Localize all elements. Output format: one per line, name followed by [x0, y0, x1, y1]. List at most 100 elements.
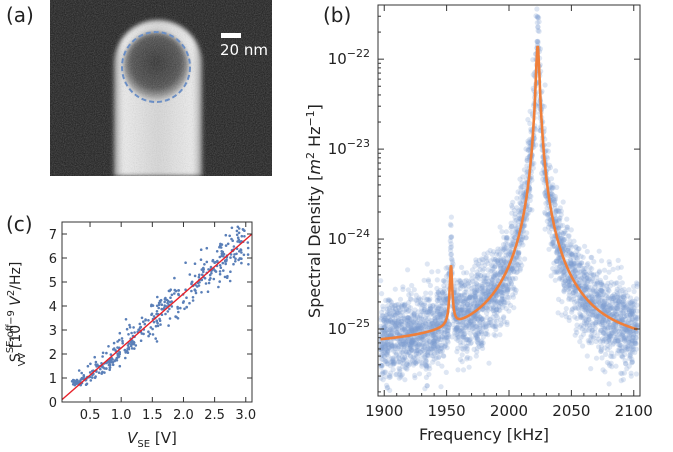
chart-b-point	[537, 96, 543, 103]
chart-b-point	[398, 338, 405, 344]
chart-b-point	[615, 338, 621, 344]
chart-b-point	[553, 218, 559, 224]
chart-c-point	[77, 381, 81, 384]
chart-b-point	[599, 258, 605, 264]
chart-b-point	[586, 316, 592, 322]
chart-b-point	[422, 300, 428, 306]
chart-c-point	[237, 231, 241, 235]
chart-b-point	[464, 301, 471, 307]
chart-b-point	[544, 155, 551, 161]
chart-b-point	[578, 296, 584, 302]
chart-b-point	[623, 361, 629, 367]
chart-b-point	[578, 260, 585, 266]
chart-b-point	[443, 334, 449, 340]
chart-b-point	[503, 249, 509, 255]
chart-b-point	[453, 293, 459, 299]
chart-b-point	[395, 331, 401, 337]
chart-c-point	[133, 347, 136, 350]
chart-b-point	[401, 307, 408, 313]
chart-c-point	[92, 369, 95, 373]
chart-b-point	[479, 283, 485, 290]
chart-b-point	[567, 269, 573, 275]
chart-b-point	[456, 292, 462, 298]
chart-b-point	[453, 315, 459, 322]
chart-b-point	[616, 298, 622, 304]
chart-b-point	[570, 265, 576, 272]
chart-b-point	[382, 323, 389, 329]
chart-b-point	[391, 327, 397, 333]
chart-b-point	[556, 247, 563, 253]
chart-b-point	[454, 305, 460, 312]
chart-b-point	[462, 316, 468, 322]
chart-b-point	[443, 309, 449, 315]
chart-b-point	[483, 279, 489, 285]
chart-b-point	[444, 293, 450, 299]
chart-b-point	[454, 324, 460, 330]
chart-b-point	[433, 324, 439, 330]
chart-b-point	[404, 361, 410, 367]
chart-b-point	[535, 47, 541, 54]
chart-b-point	[605, 314, 611, 320]
chart-b-point	[583, 297, 589, 303]
chart-b-point	[533, 127, 539, 133]
chart-b-point	[435, 289, 441, 295]
chart-b-point	[619, 353, 626, 359]
chart-b-point	[622, 304, 628, 311]
chart-b-point	[619, 332, 625, 338]
chart-b-point	[524, 179, 531, 185]
chart-b-point	[419, 340, 425, 346]
chart-b-point	[548, 217, 554, 223]
chart-b-point	[395, 326, 401, 332]
chart-b-point	[405, 315, 411, 321]
chart-b-point	[489, 279, 495, 285]
chart-b-point	[435, 333, 442, 339]
chart-c-point	[123, 348, 127, 352]
chart-b-point	[602, 308, 608, 314]
chart-b-point	[495, 260, 501, 266]
chart-c-point	[127, 333, 130, 336]
chart-c-point	[200, 291, 203, 294]
chart-b-point	[460, 317, 466, 323]
chart-b-point	[557, 255, 563, 261]
chart-b-point	[541, 125, 547, 132]
chart-b-point	[508, 278, 514, 284]
chart-c-point	[115, 356, 119, 360]
chart-b-point	[514, 205, 520, 211]
chart-b-point	[429, 352, 435, 359]
chart-b-point	[454, 292, 460, 298]
chart-c-point	[202, 267, 205, 271]
chart-c-point	[191, 296, 195, 299]
chart-c-point	[166, 299, 170, 303]
chart-b-point	[484, 290, 490, 296]
chart-b-point	[472, 300, 478, 306]
chart-b-point	[419, 363, 425, 369]
chart-b-point	[631, 301, 637, 307]
chart-b-point	[473, 276, 479, 282]
chart-b-point	[509, 266, 516, 273]
chart-b-point	[599, 355, 605, 361]
chart-b-point	[568, 251, 575, 257]
chart-b-point	[617, 295, 623, 301]
chart-b-point	[391, 318, 398, 324]
chart-b-point	[573, 244, 579, 250]
chart-b-point	[584, 306, 590, 312]
chart-b-point	[380, 356, 386, 362]
chart-b-point	[463, 308, 469, 314]
chart-b-point	[395, 330, 401, 336]
chart-c-point	[107, 363, 111, 367]
chart-c-point	[91, 373, 94, 377]
chart-b-point	[494, 307, 500, 313]
chart-c-point	[159, 298, 163, 302]
chart-b-point	[584, 323, 590, 329]
chart-b-point	[493, 271, 499, 277]
chart-b-point	[453, 331, 459, 338]
chart-b-point	[427, 303, 433, 309]
chart-c-point	[153, 316, 157, 320]
chart-b-point	[522, 192, 528, 198]
chart-b-point	[518, 208, 524, 214]
chart-b-point	[492, 273, 498, 279]
chart-b-point	[581, 295, 587, 301]
chart-b-point	[406, 319, 412, 325]
chart-b-point	[471, 313, 477, 319]
chart-b-point	[509, 250, 516, 257]
